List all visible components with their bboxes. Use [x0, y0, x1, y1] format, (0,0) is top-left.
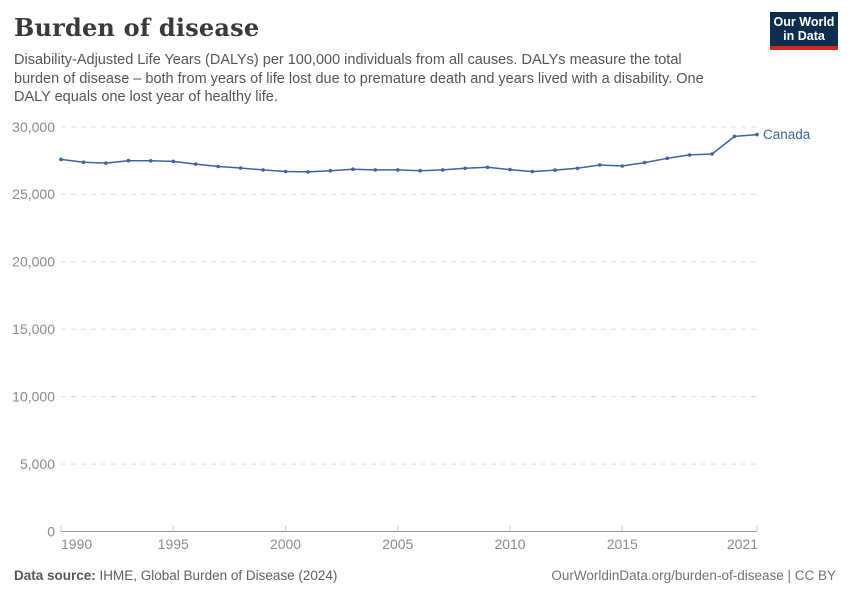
- data-point[interactable]: [373, 168, 378, 172]
- data-point[interactable]: [642, 160, 647, 165]
- owid-logo-line2: in Data: [783, 29, 825, 43]
- data-point[interactable]: [238, 166, 243, 170]
- data-point[interactable]: [732, 134, 737, 139]
- data-point[interactable]: [598, 163, 602, 167]
- line-chart: 0 5,000 10,000 15,000 20,000 25,000 30,000 1990…: [12, 119, 811, 552]
- data-point[interactable]: [306, 170, 310, 174]
- x-tick-label: 2000: [270, 536, 301, 552]
- data-point[interactable]: [81, 160, 86, 164]
- data-point[interactable]: [710, 152, 714, 156]
- y-tick-label: 0: [47, 523, 55, 539]
- data-point[interactable]: [104, 161, 108, 165]
- data-point[interactable]: [328, 168, 333, 173]
- data-point[interactable]: [463, 166, 467, 171]
- x-tick-label: 2010: [494, 536, 525, 552]
- owid-logo[interactable]: Our World in Data: [770, 12, 838, 50]
- y-tick-label: 5,000: [20, 456, 55, 472]
- data-point[interactable]: [126, 158, 131, 163]
- data-point[interactable]: [351, 167, 355, 171]
- y-tick-label: 25,000: [12, 186, 55, 202]
- data-point[interactable]: [59, 157, 63, 162]
- data-point[interactable]: [485, 165, 490, 170]
- data-point[interactable]: [620, 164, 625, 168]
- y-tick-label: 15,000: [12, 321, 55, 337]
- y-tick-label: 30,000: [12, 119, 55, 135]
- data-source-text: IHME, Global Burden of Disease (2024): [95, 568, 338, 583]
- data-point[interactable]: [575, 166, 580, 171]
- y-tick-label: 10,000: [12, 388, 55, 404]
- data-point[interactable]: [553, 168, 557, 172]
- series-label-canada[interactable]: Canada: [763, 127, 811, 142]
- data-point[interactable]: [149, 159, 153, 163]
- x-tick-label: 2005: [382, 536, 413, 552]
- data-point[interactable]: [508, 167, 512, 172]
- data-point[interactable]: [193, 162, 198, 166]
- data-source: Data source: IHME, Global Burden of Dise…: [14, 568, 337, 583]
- chart-footer: Data source: IHME, Global Burden of Dise…: [14, 568, 836, 583]
- data-line-canada[interactable]: [60, 133, 758, 173]
- chart-title: Burden of disease: [14, 13, 260, 42]
- credit-link[interactable]: OurWorldinData.org/burden-of-disease | C…: [551, 568, 836, 583]
- chart-subtitle: Disability-Adjusted Life Years (DALYs) p…: [14, 52, 704, 106]
- data-source-label: Data source:: [14, 568, 96, 583]
- data-point[interactable]: [755, 132, 759, 137]
- data-point[interactable]: [687, 153, 692, 157]
- data-point[interactable]: [396, 168, 400, 172]
- data-point[interactable]: [216, 164, 220, 169]
- x-tick-label: 1995: [158, 536, 189, 552]
- data-point[interactable]: [440, 168, 445, 172]
- data-point[interactable]: [261, 168, 265, 172]
- data-point[interactable]: [283, 169, 288, 174]
- x-tick-label: 2021: [727, 536, 758, 552]
- data-point[interactable]: [530, 169, 535, 174]
- data-point[interactable]: [665, 156, 669, 161]
- data-point[interactable]: [171, 159, 176, 164]
- x-tick-label: 2015: [607, 536, 638, 552]
- x-tick-label: 1990: [61, 536, 92, 552]
- y-tick-label: 20,000: [12, 254, 55, 270]
- data-point[interactable]: [418, 168, 423, 173]
- owid-logo-line1: Our World: [773, 14, 835, 29]
